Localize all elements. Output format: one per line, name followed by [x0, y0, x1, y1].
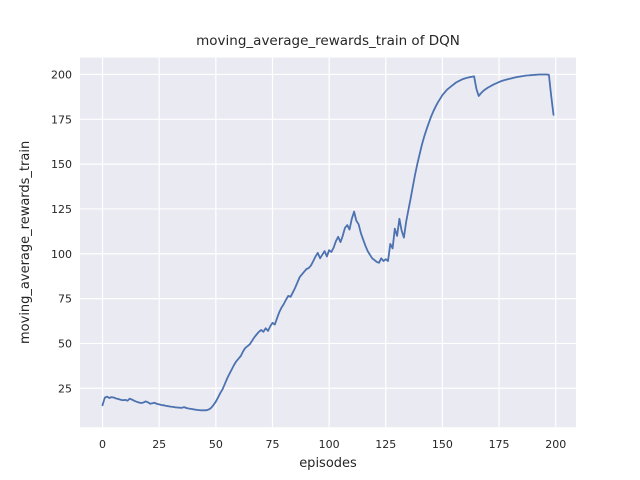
y-tick-label: 25 — [58, 382, 72, 395]
y-tick-label: 125 — [51, 203, 72, 216]
x-tick-label: 175 — [489, 438, 510, 451]
plot-area-background — [80, 57, 576, 428]
x-tick-label: 200 — [545, 438, 566, 451]
series-line — [101, 73, 555, 412]
x-axis-label: episodes — [299, 456, 357, 471]
x-tick-label: 150 — [432, 438, 453, 451]
y-axis-tick-labels: 25 50 75 100 125 150 175 200 — [51, 68, 72, 395]
x-tick-label: 25 — [152, 438, 166, 451]
x-tick-label: 75 — [265, 438, 279, 451]
x-tick-label: 0 — [99, 438, 106, 451]
x-tick-label: 50 — [209, 438, 223, 451]
y-tick-label: 150 — [51, 158, 72, 171]
chart-title: moving_average_rewards_train of DQN — [196, 33, 460, 49]
y-axis-label: moving_average_rewards_train — [18, 141, 33, 344]
series-layer — [101, 73, 555, 412]
y-tick-label: 75 — [58, 293, 72, 306]
x-tick-label: 100 — [319, 438, 340, 451]
y-tick-label: 50 — [58, 337, 72, 350]
x-tick-label: 125 — [375, 438, 396, 451]
y-tick-label: 175 — [51, 113, 72, 126]
x-axis-tick-labels: 0 25 50 75 100 125 150 175 200 — [99, 438, 566, 451]
y-tick-label: 200 — [51, 68, 72, 81]
y-tick-label: 100 — [51, 248, 72, 261]
